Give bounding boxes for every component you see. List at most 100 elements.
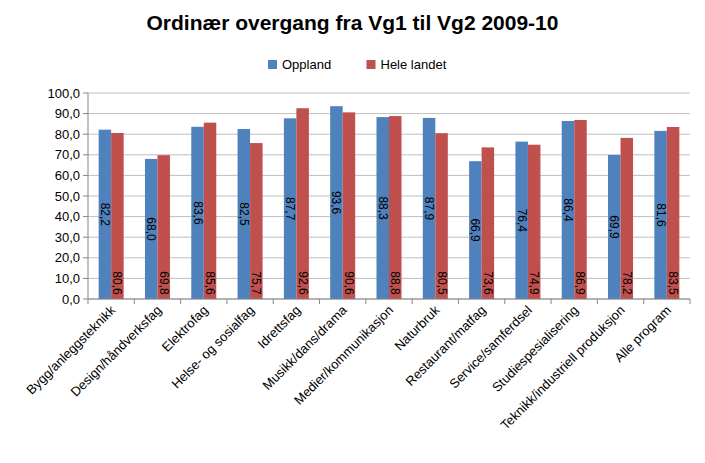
y-tick [83,93,88,94]
x-tick-label: Idrettsfag [255,303,304,352]
data-label: 80,5 [435,271,449,295]
y-tick [83,216,88,217]
x-tick [319,299,320,304]
bar [343,112,356,299]
legend-swatch [268,60,277,69]
x-tick-label: Medier/kommunikasjon [291,303,396,408]
y-tick [83,257,88,258]
data-label: 68,0 [144,217,158,241]
x-tick [458,299,459,304]
bar [608,155,621,299]
x-tick [226,299,227,304]
x-tick [134,299,135,304]
bar [204,123,217,299]
data-label: 76,4 [515,209,529,233]
x-axis [88,299,690,300]
bar [111,133,124,299]
data-label: 87,7 [283,197,297,221]
y-axis [88,93,89,299]
y-tick [83,299,88,300]
bar [99,130,112,299]
y-tick-label: 80,0 [55,127,80,142]
data-label: 87,9 [422,197,436,221]
data-label: 92,6 [296,271,310,295]
x-tick [690,299,691,304]
y-tick [83,113,88,114]
x-tick-label: Design/håndverksfag [68,303,165,400]
data-label: 82,5 [237,202,251,226]
x-tick [551,299,552,304]
data-label: 85,6 [203,271,217,295]
data-label: 75,7 [249,271,263,295]
data-label: 81,6 [654,203,668,227]
y-tick [83,278,88,279]
x-tick [504,299,505,304]
data-label: 80,6 [110,271,124,295]
bar [376,117,389,299]
bar [145,159,158,299]
x-tick [365,299,366,304]
y-tick-label: 100,0 [47,86,80,101]
y-tick-label: 0,0 [62,292,80,307]
data-label: 83,6 [191,201,205,225]
chart: Ordinær overgang fra Vg1 til Vg2 2009-10… [0,0,705,463]
x-tick-label: Teknikk/industriell produksjon [497,303,627,433]
y-tick-label: 20,0 [55,250,80,265]
x-tick-label: Restaurant/matfag [403,303,489,389]
grid-line [88,113,690,114]
data-label: 86,4 [561,198,575,222]
bar [667,127,680,299]
legend-swatch [367,60,376,69]
bar [469,161,482,299]
x-tick-label: Bygg/anleggsteknikk [23,302,118,397]
x-tick [412,299,413,304]
y-tick-label: 70,0 [55,147,80,162]
data-label: 66,9 [468,218,482,242]
data-label: 83,5 [666,271,680,295]
bar [435,133,448,299]
x-tick-label: Helse- og sosialfag [168,303,257,392]
bar [296,108,309,299]
x-tick-label: Alle program [611,303,674,366]
x-tick [597,299,598,304]
bar [423,118,436,299]
x-tick-label: Musikk/dans/drama [260,302,351,393]
bar [654,131,667,299]
data-labels: 82,268,083,682,587,793,688,387,966,976,4… [98,191,680,295]
title: Ordinær overgang fra Vg1 til Vg2 2009-10 [147,11,559,34]
bar [574,120,587,299]
x-tick [273,299,274,304]
bars [99,106,680,299]
bar [238,129,251,299]
data-label: 88,8 [388,271,402,295]
y-tick-label: 50,0 [55,189,80,204]
bar [389,116,402,299]
data-label: 74,9 [527,271,541,295]
data-label: 90,6 [342,271,356,295]
bar [157,155,170,299]
y-tick-label: 90,0 [55,106,80,121]
x-tick-label: Studiespesialisering [489,303,581,395]
data-label: 73,6 [481,271,495,295]
grid-line [88,299,690,300]
legend-label: Hele landet [381,57,447,72]
grid-line [88,93,690,94]
y-tick [83,175,88,176]
bar [562,121,575,299]
data-label: 88,3 [376,196,390,220]
data-label: 93,6 [329,191,343,215]
y-tick-label: 10,0 [55,271,80,286]
bar [482,147,495,299]
x-tick [180,299,181,304]
y-tick-label: 60,0 [55,168,80,183]
bar [191,127,204,299]
data-label: 69,8 [157,271,171,295]
x-tick-label: Service/samferdsel [446,302,535,391]
x-tick [88,299,89,304]
y-tick-label: 30,0 [55,230,80,245]
y-tick [83,196,88,197]
bar [330,106,343,299]
data-label: 69,9 [607,215,621,239]
y-tick [83,154,88,155]
data-label: 78,2 [620,271,634,295]
